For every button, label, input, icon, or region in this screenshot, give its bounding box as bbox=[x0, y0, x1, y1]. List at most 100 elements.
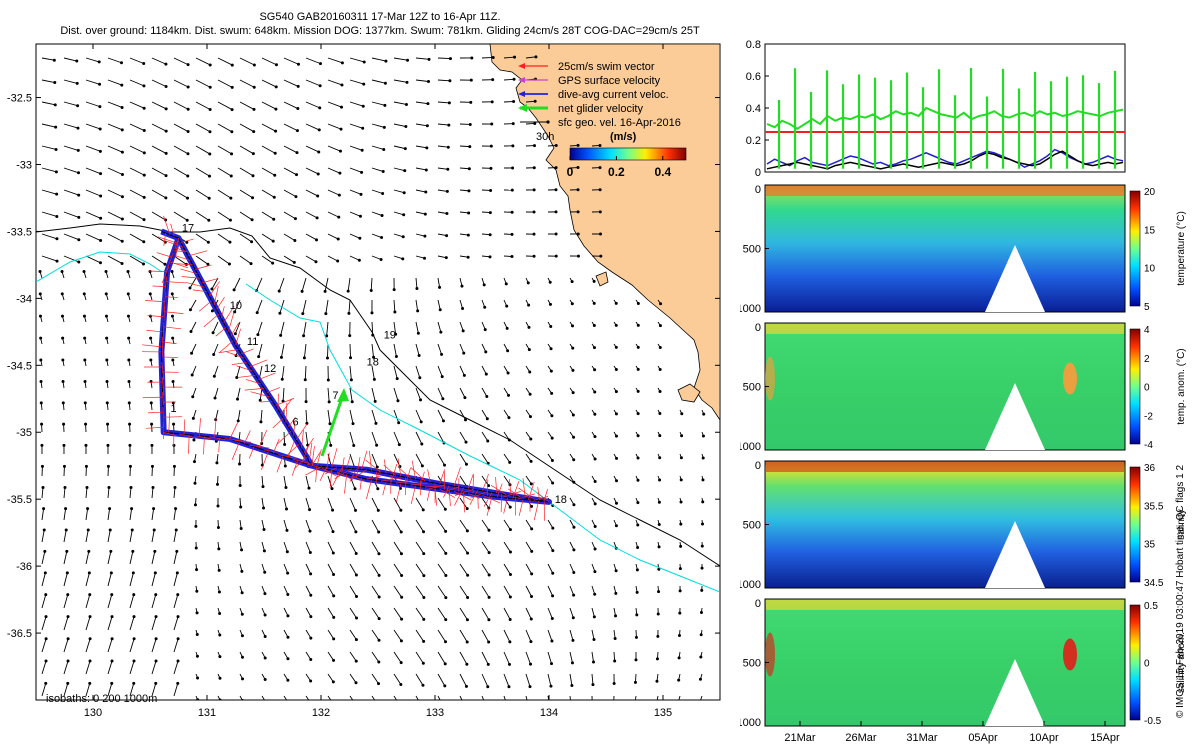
surface-velocity-head bbox=[60, 269, 64, 273]
surface-velocity-arrow bbox=[371, 563, 380, 576]
surface-velocity-head bbox=[241, 698, 244, 700]
surface-velocity-head bbox=[174, 507, 178, 511]
surface-velocity-arrow bbox=[283, 189, 297, 198]
surface-velocity-head bbox=[76, 148, 80, 152]
surface-velocity-arrow bbox=[371, 497, 379, 511]
surface-velocity-arrow bbox=[415, 651, 424, 664]
time-series-panels: 00.20.40.60.8velocity magnitude (m/s) 05… bbox=[740, 39, 1187, 744]
surface-velocity-head bbox=[66, 593, 70, 597]
swim-vector bbox=[463, 492, 465, 513]
surface-velocity-head bbox=[252, 85, 256, 89]
net-glider-velocity bbox=[320, 388, 349, 457]
surface-velocity-head bbox=[332, 615, 336, 619]
surface-velocity-arrow bbox=[371, 211, 383, 216]
surface-velocity-arrow bbox=[393, 299, 396, 313]
swim-vector bbox=[183, 419, 186, 435]
surface-velocity-head bbox=[462, 373, 466, 377]
surface-velocity-head bbox=[464, 684, 468, 688]
surface-velocity-arrow bbox=[437, 453, 445, 466]
map-y-tick-label: -32.5 bbox=[7, 93, 32, 105]
surface-velocity-head bbox=[508, 573, 512, 577]
surface-velocity-head bbox=[591, 683, 595, 687]
surface-velocity-arrow bbox=[481, 695, 485, 700]
surface-velocity-head bbox=[62, 443, 66, 447]
surface-velocity-arrow bbox=[173, 101, 189, 110]
heatmap-colorbar bbox=[1129, 604, 1141, 721]
surface-velocity-arrow bbox=[305, 585, 312, 596]
swim-vector bbox=[188, 434, 190, 454]
swim-vector bbox=[162, 341, 177, 345]
heatmap-y-tick-label: 500 bbox=[743, 658, 761, 670]
surface-velocity-arrow bbox=[63, 189, 79, 196]
surface-velocity-arrow bbox=[107, 101, 123, 108]
surface-velocity-arrow bbox=[217, 57, 233, 66]
surface-velocity-arrow bbox=[63, 572, 68, 587]
surface-velocity-head bbox=[443, 507, 447, 511]
surface-velocity-arrow bbox=[503, 78, 515, 81]
surface-velocity-head bbox=[488, 211, 492, 215]
surface-velocity-arrow bbox=[261, 497, 264, 509]
surface-velocity-head bbox=[218, 611, 222, 615]
surface-velocity-arrow bbox=[415, 585, 425, 598]
surface-velocity-arrow bbox=[41, 211, 57, 217]
swim-vector bbox=[147, 315, 164, 318]
surface-velocity-head bbox=[701, 478, 705, 482]
surface-velocity-arrow bbox=[481, 431, 489, 442]
surface-velocity-head bbox=[399, 705, 402, 708]
surface-velocity-head bbox=[425, 124, 429, 128]
surface-velocity-arrow bbox=[327, 255, 338, 262]
heatmap-colorbar-tick: 35.5 bbox=[1144, 501, 1164, 512]
surface-velocity-head bbox=[467, 211, 471, 215]
surface-velocity-head bbox=[340, 105, 344, 109]
surface-velocity-arrow bbox=[151, 616, 157, 631]
surface-velocity-head bbox=[280, 377, 284, 381]
surface-velocity-head bbox=[677, 656, 681, 660]
surface-velocity-arrow bbox=[327, 57, 343, 64]
surface-velocity-head bbox=[230, 130, 234, 134]
surface-velocity-arrow bbox=[258, 365, 263, 379]
surface-velocity-arrow bbox=[459, 475, 468, 487]
legend-sfc: sfc geo. vel. 16-Apr-2016 bbox=[520, 117, 681, 129]
surface-velocity-head bbox=[227, 262, 231, 266]
surface-velocity-head bbox=[346, 289, 350, 293]
surface-velocity-head bbox=[149, 336, 153, 340]
surface-velocity-head bbox=[148, 292, 152, 296]
surface-velocity-head bbox=[285, 550, 289, 554]
surface-velocity-arrow bbox=[305, 607, 312, 617]
heatmap-x-tick-label: 26Mar bbox=[845, 732, 877, 744]
heatmap-y-tick-label: 1000 bbox=[740, 717, 761, 729]
surface-velocity-head bbox=[107, 486, 111, 490]
surface-velocity-arrow bbox=[256, 299, 263, 313]
surface-velocity-head bbox=[361, 104, 365, 108]
swim-vector bbox=[295, 423, 308, 441]
swim-vector bbox=[427, 469, 431, 483]
heatmap-no-data bbox=[985, 383, 1045, 450]
surface-velocity-head bbox=[42, 507, 46, 511]
surface-velocity-head bbox=[576, 188, 580, 192]
surface-velocity-arrow bbox=[282, 387, 285, 402]
surface-velocity-arrow bbox=[85, 189, 101, 197]
surface-velocity-head bbox=[285, 507, 289, 511]
surface-velocity-head bbox=[110, 659, 114, 663]
surface-velocity-arrow bbox=[283, 233, 296, 241]
surface-velocity-arrow bbox=[503, 563, 511, 575]
surface-velocity-head bbox=[399, 508, 403, 512]
swim-vector bbox=[176, 255, 191, 261]
surface-velocity-head bbox=[316, 194, 320, 198]
surface-velocity-head bbox=[657, 567, 661, 571]
surface-velocity-head bbox=[466, 596, 470, 600]
surface-velocity-head bbox=[528, 415, 532, 419]
surface-velocity-head bbox=[593, 457, 597, 461]
surface-velocity-head bbox=[40, 422, 44, 426]
swim-vector bbox=[411, 460, 416, 480]
surface-velocity-head bbox=[126, 314, 130, 318]
surface-velocity-arrow bbox=[393, 431, 400, 445]
surface-velocity-arrow bbox=[173, 145, 189, 155]
surface-velocity-head bbox=[99, 216, 103, 220]
surface-velocity-arrow bbox=[151, 551, 156, 565]
swim-vector bbox=[341, 457, 345, 474]
surface-velocity-head bbox=[252, 63, 256, 67]
surface-velocity-head bbox=[614, 524, 618, 528]
surface-velocity-head bbox=[230, 63, 234, 67]
